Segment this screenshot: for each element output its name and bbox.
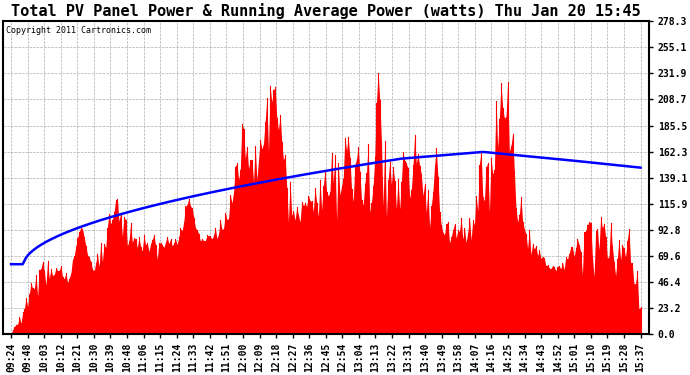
- Title: Total PV Panel Power & Running Average Power (watts) Thu Jan 20 15:45: Total PV Panel Power & Running Average P…: [11, 3, 640, 19]
- Text: Copyright 2011 Cartronics.com: Copyright 2011 Cartronics.com: [6, 26, 151, 35]
